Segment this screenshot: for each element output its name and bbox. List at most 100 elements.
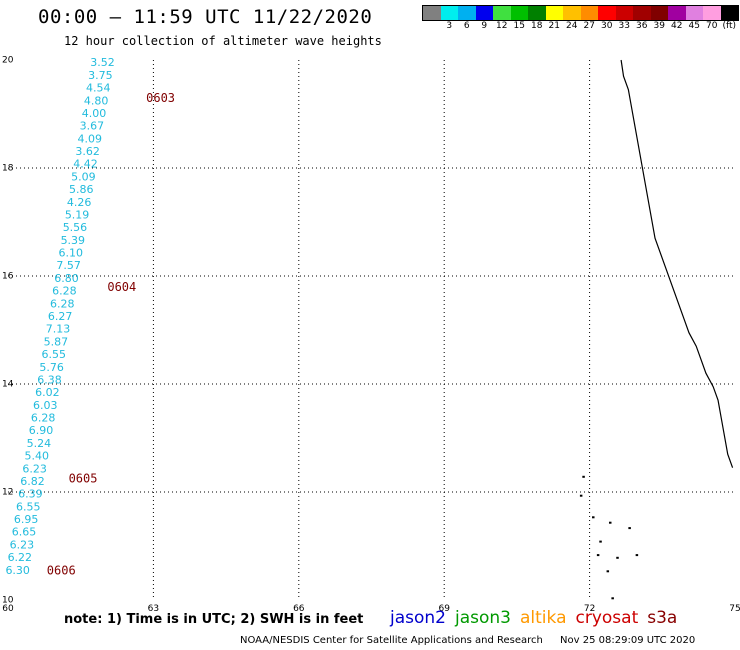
swh-value-label: 4.26 bbox=[67, 196, 92, 209]
legend-label: 6 bbox=[463, 21, 470, 31]
legend-label: 9 bbox=[481, 21, 488, 31]
swh-value-label: 5.09 bbox=[71, 170, 96, 183]
swh-value-label: 5.86 bbox=[69, 183, 94, 196]
swh-value-label: 5.24 bbox=[27, 437, 52, 450]
legend-label: 15 bbox=[513, 21, 525, 31]
legend-swatch bbox=[563, 6, 581, 20]
legend-swatch bbox=[440, 6, 458, 20]
track-time-label: 0605 bbox=[69, 472, 98, 486]
legend-label: 27 bbox=[583, 21, 595, 31]
legend-label: 70 bbox=[706, 21, 718, 31]
lat-tick-label: 14 bbox=[2, 380, 14, 390]
lat-tick-label: 20 bbox=[2, 56, 14, 66]
lon-tick-label: 72 bbox=[584, 604, 595, 614]
legend-swatch bbox=[650, 6, 668, 20]
legend-swatch bbox=[720, 6, 738, 20]
lon-tick-label: 63 bbox=[148, 604, 159, 614]
island bbox=[579, 494, 583, 497]
swh-value-label: 6.38 bbox=[37, 373, 62, 386]
legend-label: 39 bbox=[653, 21, 665, 31]
legend-swatch bbox=[423, 6, 441, 20]
swh-value-label: 6.39 bbox=[18, 488, 43, 501]
wave-height-color-legend bbox=[422, 5, 739, 21]
legend-label: 30 bbox=[601, 21, 613, 31]
coastline bbox=[620, 59, 734, 468]
island bbox=[592, 516, 595, 519]
track-time-label: 0603 bbox=[146, 91, 175, 105]
lon-tick-label: 60 bbox=[2, 604, 14, 614]
lon-tick-label: 75 bbox=[729, 604, 740, 614]
lon-tick-label: 69 bbox=[438, 604, 450, 614]
footer: NOAA/NESDIS Center for Satellite Applica… bbox=[240, 635, 695, 646]
swh-value-label: 6.80 bbox=[54, 272, 79, 285]
island bbox=[596, 554, 600, 557]
swh-value-label: 5.39 bbox=[61, 234, 86, 247]
island bbox=[606, 570, 610, 573]
footer-credit: NOAA/NESDIS Center for Satellite Applica… bbox=[240, 635, 543, 646]
legend-swatch bbox=[528, 6, 546, 20]
legend-swatch bbox=[668, 6, 686, 20]
legend-label: 18 bbox=[531, 21, 543, 31]
swh-value-label: 6.55 bbox=[41, 348, 66, 361]
satellite-cryosat: cryosat bbox=[575, 608, 639, 628]
satellite-altika: altika bbox=[520, 608, 567, 628]
swh-value-label: 6.23 bbox=[10, 538, 35, 551]
legend-swatch bbox=[598, 6, 616, 20]
swh-value-label: 5.56 bbox=[63, 221, 88, 234]
swh-value-label: 7.13 bbox=[46, 323, 71, 336]
legend-swatch bbox=[580, 6, 598, 20]
swh-value-label: 6.95 bbox=[14, 513, 39, 526]
swh-value-label: 6.28 bbox=[52, 285, 77, 298]
page-title: 00:00 – 11:59 UTC 11/22/2020 bbox=[38, 6, 373, 28]
lat-tick-label: 18 bbox=[2, 164, 14, 174]
swh-value-label: 4.42 bbox=[73, 158, 98, 171]
lat-tick-label: 10 bbox=[2, 596, 14, 606]
swh-value-label: 6.27 bbox=[48, 310, 73, 323]
island bbox=[599, 540, 602, 543]
swh-value-label: 6.10 bbox=[58, 247, 83, 260]
legend-label: 33 bbox=[618, 21, 630, 31]
swh-value-label: 6.03 bbox=[33, 399, 58, 412]
swh-value-label: 5.76 bbox=[39, 361, 64, 374]
satellite-jason3: jason3 bbox=[455, 608, 511, 628]
legend-swatch bbox=[703, 6, 721, 20]
track-time-label: 0606 bbox=[47, 563, 76, 577]
legend-swatch bbox=[685, 6, 703, 20]
legend-swatch bbox=[545, 6, 563, 20]
page-subtitle: 12 hour collection of altimeter wave hei… bbox=[64, 34, 382, 48]
swh-value-label: 6.30 bbox=[5, 564, 30, 577]
swh-value-label: 5.40 bbox=[25, 450, 50, 463]
swh-value-label: 3.62 bbox=[75, 145, 100, 158]
swh-value-label: 5.19 bbox=[65, 208, 90, 221]
swh-value-label: 6.90 bbox=[29, 424, 54, 437]
satellite-legend: jason2 jason3 altika cryosat s3a bbox=[390, 608, 686, 628]
legend-label: 42 bbox=[671, 21, 683, 31]
legend-swatch bbox=[633, 6, 651, 20]
legend-labels: 3 6 9 12 15 18 21 24 27 30 33 36 39 42 45 70 (ft) bbox=[422, 21, 740, 33]
swh-value-label: 5.87 bbox=[44, 335, 69, 348]
lon-tick-label: 66 bbox=[293, 604, 305, 614]
swh-value-label: 6.82 bbox=[20, 475, 45, 488]
swh-value-label: 6.28 bbox=[31, 412, 56, 425]
swh-value-label: 6.23 bbox=[22, 462, 47, 475]
legend-label: 21 bbox=[548, 21, 560, 31]
satellite-s3a: s3a bbox=[647, 608, 678, 628]
swh-value-label: 4.54 bbox=[86, 82, 111, 95]
legend-swatch bbox=[475, 6, 493, 20]
swh-value-label: 4.00 bbox=[82, 107, 107, 120]
swh-value-label: 3.67 bbox=[80, 120, 105, 133]
island bbox=[635, 554, 639, 557]
lat-tick-label: 12 bbox=[2, 488, 13, 498]
legend-label: (ft) bbox=[722, 21, 737, 31]
track-time-label: 0604 bbox=[107, 280, 136, 294]
island bbox=[582, 475, 585, 478]
swh-value-label: 6.28 bbox=[50, 297, 75, 310]
island bbox=[608, 521, 612, 524]
footer-timestamp: Nov 25 08:29:09 UTC 2020 bbox=[560, 635, 696, 646]
legend-label: 12 bbox=[496, 21, 508, 31]
swh-value-label: 6.22 bbox=[8, 551, 33, 564]
swh-value-label: 6.02 bbox=[35, 386, 60, 399]
swh-value-label: 4.09 bbox=[78, 132, 103, 145]
swh-value-label: 6.55 bbox=[16, 500, 41, 513]
